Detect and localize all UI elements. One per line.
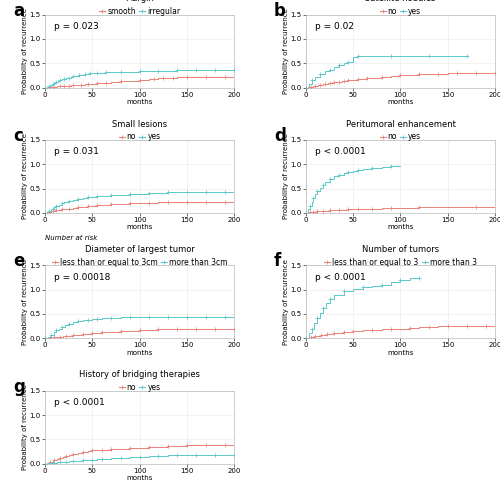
X-axis label: months: months bbox=[388, 350, 413, 356]
X-axis label: months: months bbox=[126, 475, 152, 481]
Text: p = 0.00018: p = 0.00018 bbox=[54, 273, 111, 282]
Text: p < 0.0001: p < 0.0001 bbox=[316, 273, 366, 282]
Y-axis label: Probability of recurrence: Probability of recurrence bbox=[22, 8, 28, 94]
Y-axis label: Probability of recurrence: Probability of recurrence bbox=[22, 259, 28, 345]
Y-axis label: Probability of recurrence: Probability of recurrence bbox=[22, 134, 28, 220]
Text: b: b bbox=[274, 1, 285, 20]
Text: d: d bbox=[274, 127, 285, 145]
Text: g: g bbox=[13, 378, 24, 396]
Text: p < 0.0001: p < 0.0001 bbox=[54, 398, 105, 407]
Legend: less than or equal to 3cm, more than 3cm: less than or equal to 3cm, more than 3cm bbox=[52, 245, 227, 267]
Legend: no, yes: no, yes bbox=[79, 370, 200, 392]
X-axis label: months: months bbox=[126, 350, 152, 356]
Text: p < 0.0001: p < 0.0001 bbox=[316, 147, 366, 156]
Legend: no, yes: no, yes bbox=[366, 0, 436, 16]
X-axis label: months: months bbox=[388, 224, 413, 230]
Y-axis label: Probability of recurrence: Probability of recurrence bbox=[22, 384, 28, 470]
Legend: no, yes: no, yes bbox=[112, 120, 167, 142]
Y-axis label: Probability of recurrence: Probability of recurrence bbox=[283, 259, 289, 345]
Text: Number at risk: Number at risk bbox=[45, 235, 97, 241]
Text: p = 0.02: p = 0.02 bbox=[316, 22, 354, 31]
Text: e: e bbox=[13, 252, 24, 270]
Text: p = 0.031: p = 0.031 bbox=[54, 147, 100, 156]
X-axis label: months: months bbox=[388, 99, 413, 105]
Y-axis label: Probability of recurrence: Probability of recurrence bbox=[283, 8, 289, 94]
Legend: smooth, irregular: smooth, irregular bbox=[99, 0, 180, 16]
Legend: no, yes: no, yes bbox=[346, 120, 456, 142]
Text: f: f bbox=[274, 252, 281, 270]
Y-axis label: Probability of recurrence: Probability of recurrence bbox=[283, 134, 289, 220]
Text: a: a bbox=[13, 1, 24, 20]
X-axis label: months: months bbox=[126, 99, 152, 105]
Text: p = 0.023: p = 0.023 bbox=[54, 22, 99, 31]
Text: c: c bbox=[13, 127, 22, 145]
Legend: less than or equal to 3, more than 3: less than or equal to 3, more than 3 bbox=[324, 245, 476, 267]
X-axis label: months: months bbox=[126, 224, 152, 230]
